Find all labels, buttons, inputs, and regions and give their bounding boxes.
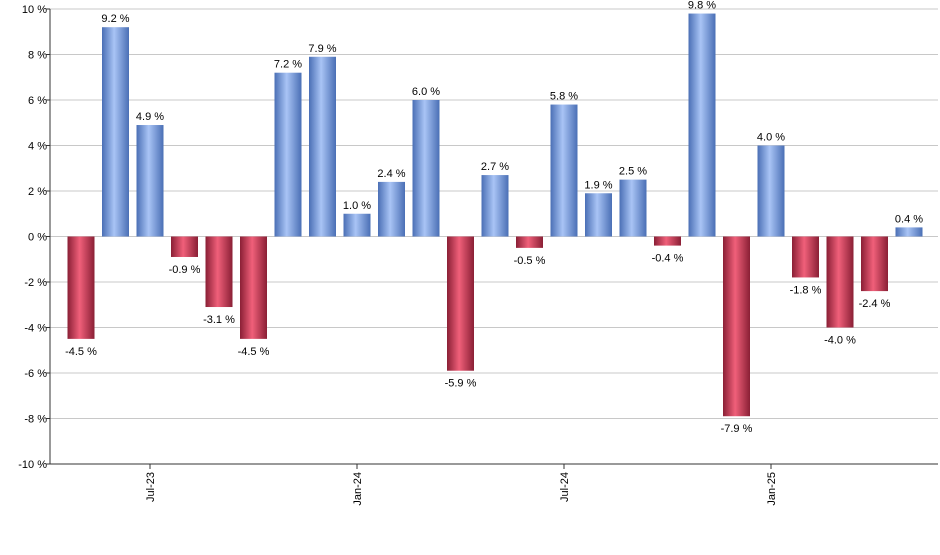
bars xyxy=(67,13,923,417)
bar xyxy=(171,236,198,257)
bar-value-label: -1.8 % xyxy=(790,284,822,296)
y-tick-label: 8 % xyxy=(28,50,47,62)
bar xyxy=(895,227,923,237)
bar-value-label: 2.7 % xyxy=(481,161,509,173)
y-tick-label: -8 % xyxy=(24,414,47,426)
bar-value-label: -0.9 % xyxy=(169,264,201,276)
bar-value-label: 2.4 % xyxy=(377,168,405,180)
x-tick-label: Jul-23 xyxy=(145,472,157,502)
bar xyxy=(654,236,681,246)
bar-value-label: 5.8 % xyxy=(550,91,578,103)
y-tick-label: 4 % xyxy=(28,141,47,153)
y-tick-label: 2 % xyxy=(28,186,47,198)
bar xyxy=(309,56,336,237)
bar-value-label: 9.8 % xyxy=(688,0,716,12)
bar xyxy=(481,175,509,237)
bar-value-label: 2.5 % xyxy=(619,166,647,178)
bar-value-label: 1.0 % xyxy=(343,200,371,212)
bar xyxy=(412,100,440,237)
bar xyxy=(757,145,785,237)
bar-value-label: -3.1 % xyxy=(203,314,235,326)
bar xyxy=(826,236,854,328)
bar xyxy=(102,27,129,237)
bar-value-label: -4.5 % xyxy=(238,346,270,358)
bar-value-label: 6.0 % xyxy=(412,86,440,98)
y-tick-label: 10 % xyxy=(22,4,47,16)
bar-value-label: -4.5 % xyxy=(65,346,97,358)
bar xyxy=(136,125,164,237)
bar-value-label: -5.9 % xyxy=(445,378,477,390)
bar xyxy=(516,236,543,248)
bar xyxy=(550,104,578,237)
bar xyxy=(723,236,750,417)
bar xyxy=(343,213,371,237)
bar-value-label: 0.4 % xyxy=(895,213,923,225)
bar-value-label: 4.9 % xyxy=(136,111,164,123)
bar-value-label: -4.0 % xyxy=(824,335,856,347)
y-tick-label: -4 % xyxy=(24,323,47,335)
bar xyxy=(205,236,233,308)
bar-value-label: 1.9 % xyxy=(584,179,612,191)
bar-value-label: 4.0 % xyxy=(757,132,785,144)
y-axis-tick-labels: -10 % -8 % -6 % -4 % -2 % 0 % 2 % 4 % 6 % 8 % 10 % xyxy=(18,4,47,471)
bar xyxy=(688,13,716,237)
bar xyxy=(67,236,95,339)
y-tick-label: 6 % xyxy=(28,95,47,107)
bar xyxy=(585,193,612,237)
data-labels: -4.5 % 9.2 % 4.9 % -0.9 % -3.1 % -4.5 % 7.2 % 7… xyxy=(65,0,923,435)
x-tick-label: Jan-25 xyxy=(766,472,778,506)
bar xyxy=(378,181,405,237)
y-tick-label: -10 % xyxy=(18,459,47,471)
bar-value-label: -0.4 % xyxy=(652,253,684,265)
bar xyxy=(792,236,819,278)
x-tick-label: Jan-24 xyxy=(352,472,364,506)
bar-value-label: -0.5 % xyxy=(514,255,546,267)
bar-value-label: -7.9 % xyxy=(721,423,753,435)
bar xyxy=(619,179,647,237)
bar-value-label: 7.9 % xyxy=(308,43,336,55)
bar xyxy=(274,72,302,237)
axes xyxy=(46,8,938,469)
y-tick-label: 0 % xyxy=(28,232,47,244)
bar-value-label: 7.2 % xyxy=(274,59,302,71)
bar xyxy=(447,236,474,371)
y-tick-label: -6 % xyxy=(24,368,47,380)
x-tick-label: Jul-24 xyxy=(559,472,571,502)
bar-value-label: -2.4 % xyxy=(859,298,891,310)
bar-value-label: 9.2 % xyxy=(101,13,129,25)
bar xyxy=(861,236,888,292)
bar xyxy=(240,236,267,339)
y-tick-label: -2 % xyxy=(24,277,47,289)
x-axis-tick-labels: Jul-23 Jan-24 Jul-24 Jan-25 xyxy=(145,472,778,506)
